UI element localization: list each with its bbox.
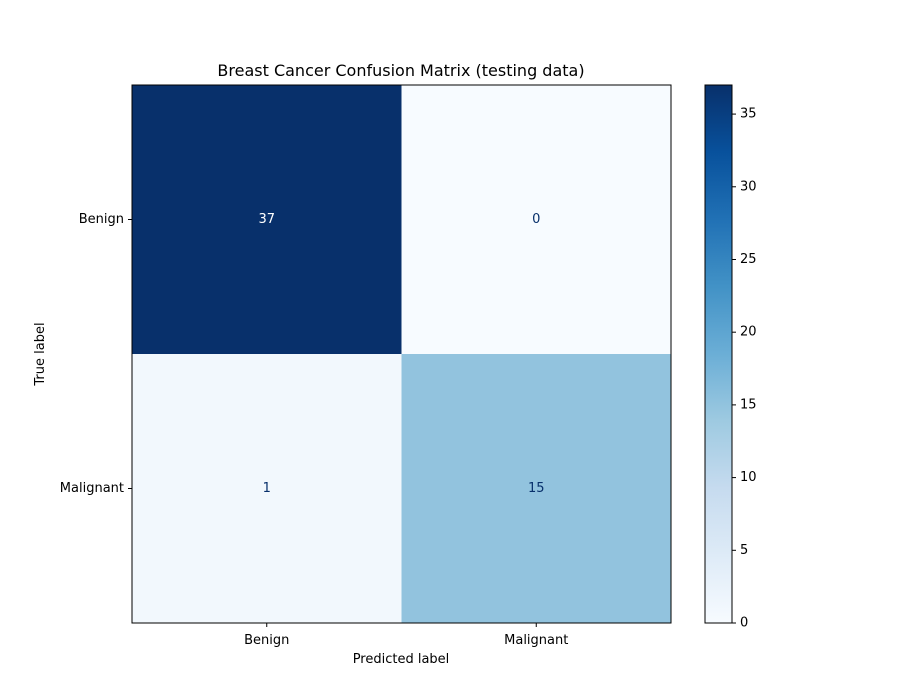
y-axis-label: True label	[33, 322, 48, 386]
cell-value-label: 15	[528, 481, 545, 496]
colorbar-tick-label: 5	[740, 543, 748, 558]
heatmap-cell	[401, 354, 672, 624]
colorbar-tick-label: 35	[740, 107, 757, 122]
y-axis: Benign Malignant	[60, 212, 132, 496]
colorbar-tick-label: 0	[740, 616, 748, 631]
colorbar-axis: 0 5 10 15 20 25 30 35	[732, 107, 757, 631]
cell-value-label: 1	[263, 481, 271, 496]
colorbar-tick-label: 25	[740, 252, 757, 267]
heatmap-cell	[401, 85, 672, 355]
cell-value-label: 37	[258, 212, 275, 227]
heatmap-cell	[132, 85, 402, 355]
heatmap-cells	[132, 85, 672, 624]
colorbar-tick-label: 20	[740, 325, 757, 340]
x-tick-label: Benign	[244, 633, 289, 648]
colorbar-tick-label: 10	[740, 470, 757, 485]
plot-frame	[131, 84, 672, 624]
colorbar-tick-label: 30	[740, 179, 757, 194]
y-tick-label: Malignant	[60, 481, 124, 496]
x-axis-label: Predicted label	[353, 652, 450, 667]
x-axis: Benign Malignant	[244, 623, 568, 648]
colorbar	[704, 84, 733, 624]
heatmap-cell	[132, 354, 402, 624]
cell-value-label: 0	[532, 212, 540, 227]
colorbar-tick-label: 15	[740, 397, 757, 412]
y-tick-label: Benign	[79, 212, 124, 227]
x-tick-label: Malignant	[504, 633, 568, 648]
chart-title: Breast Cancer Confusion Matrix (testing …	[217, 61, 584, 80]
heatmap-cell-labels: 37 0 1 15	[258, 212, 544, 496]
